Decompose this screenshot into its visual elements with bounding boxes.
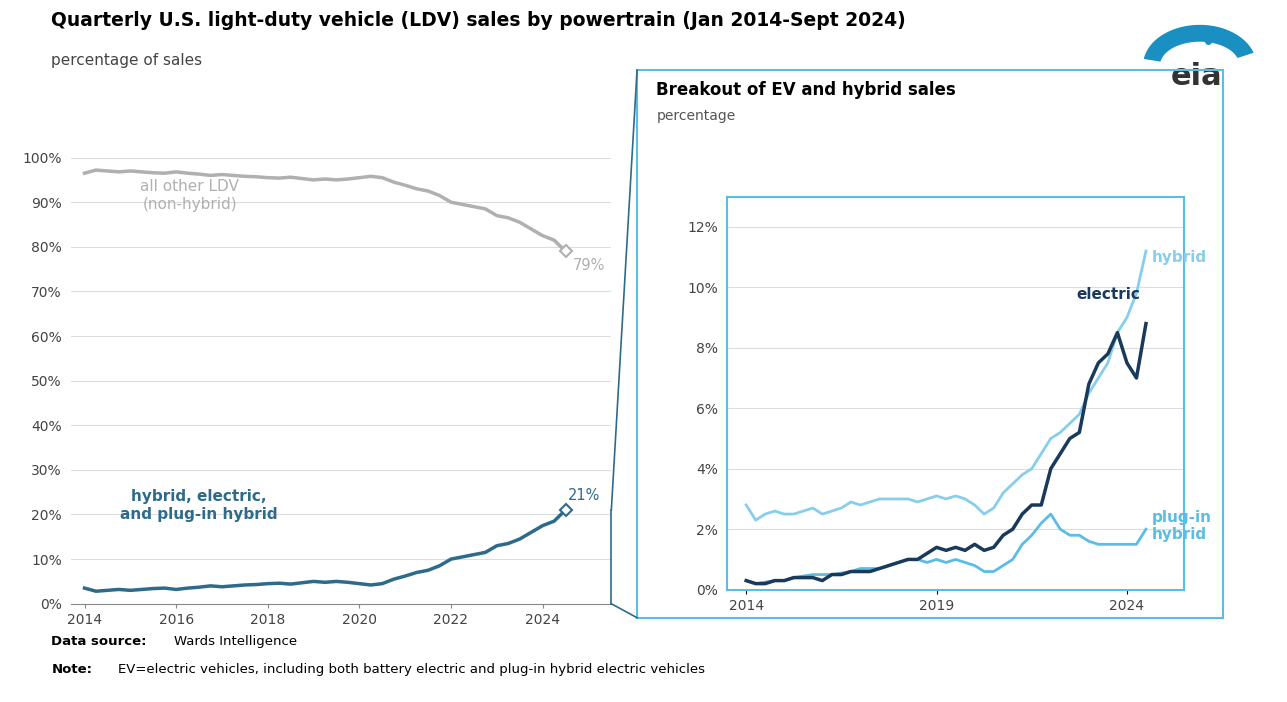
Text: eia: eia: [1171, 62, 1223, 91]
Text: 21%: 21%: [568, 489, 600, 503]
Text: hybrid, electric,
and plug-in hybrid: hybrid, electric, and plug-in hybrid: [120, 489, 278, 522]
Text: percentage of sales: percentage of sales: [51, 53, 202, 67]
Text: EV=electric vehicles, including both battery electric and plug-in hybrid electri: EV=electric vehicles, including both bat…: [118, 663, 705, 677]
Text: 79%: 79%: [573, 258, 605, 273]
Text: all other LDV
(non-hybrid): all other LDV (non-hybrid): [140, 179, 239, 212]
Text: plug-in
hybrid: plug-in hybrid: [1152, 510, 1211, 543]
Text: Breakout of EV and hybrid sales: Breakout of EV and hybrid sales: [656, 81, 956, 99]
Text: electric: electric: [1076, 287, 1140, 303]
Text: Wards Intelligence: Wards Intelligence: [174, 635, 297, 649]
Text: hybrid: hybrid: [1152, 249, 1207, 265]
Text: Data source:: Data source:: [51, 635, 147, 649]
Text: percentage: percentage: [656, 109, 736, 123]
Polygon shape: [1144, 25, 1254, 62]
Text: Quarterly U.S. light-duty vehicle (LDV) sales by powertrain (Jan 2014-Sept 2024): Quarterly U.S. light-duty vehicle (LDV) …: [51, 11, 906, 29]
Text: Note:: Note:: [51, 663, 93, 677]
